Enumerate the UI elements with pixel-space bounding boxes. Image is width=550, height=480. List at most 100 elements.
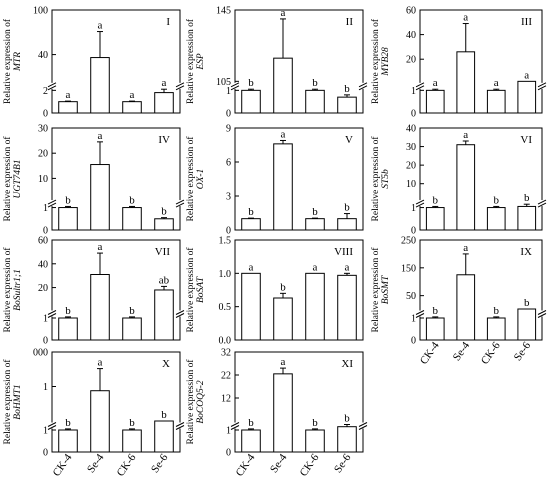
y-axis-label-gene: OX-1 (196, 169, 206, 190)
axis-break-gap (48, 422, 56, 429)
significance-label: a (313, 261, 318, 273)
axis-break-gap (176, 422, 184, 429)
significance-label: a (281, 356, 286, 368)
x-tick-label-group: Se-6 (149, 451, 171, 475)
panel-label: I (166, 16, 170, 28)
bar (90, 164, 110, 231)
significance-label: b (524, 192, 530, 204)
y-tick-label: 145 (216, 6, 231, 17)
axis-break-mark (358, 425, 368, 430)
significance-label: a (281, 7, 286, 19)
axis-break-gap (359, 82, 367, 89)
panel-label: IX (520, 246, 532, 258)
bar (425, 317, 445, 341)
bar (154, 218, 174, 231)
significance-label: a (98, 20, 103, 32)
axis-break-gap (176, 200, 184, 207)
significance-label: a (463, 129, 468, 141)
y-tick-label: 10 (38, 174, 48, 185)
axis-break-mark (358, 82, 368, 88)
significance-label: a (130, 89, 135, 101)
bar (122, 317, 142, 341)
significance-label: a (433, 77, 438, 89)
y-axis-label-gene: BoSultr1;1 (13, 269, 23, 311)
significance-label: a (345, 261, 350, 273)
axis-break-gap (538, 310, 546, 317)
panel-label: X (162, 358, 170, 370)
bar (273, 373, 293, 453)
y-axis-label-prefix: Relative expression of (185, 359, 196, 445)
significance-label: b (494, 194, 500, 206)
y-tick-label: 0 (43, 448, 48, 459)
significance-label: b (312, 206, 318, 218)
panel-V: 0 3 6 9 b a b b V Relative expression of OX-1 (185, 124, 364, 237)
y-tick-label: 1.5 (219, 236, 232, 247)
panel-VIII: 0.0 0.5 1.0 1.5 a b a a VIII Relative expression … (185, 236, 364, 347)
bar (241, 218, 261, 231)
axis-break-mark (537, 82, 547, 88)
y-tick-label: 150 (401, 263, 416, 274)
axis-break-mark (415, 199, 425, 205)
bar (486, 89, 506, 114)
significance-label: a (98, 130, 103, 142)
bar (241, 429, 261, 453)
plot-frame (234, 9, 364, 114)
axis-break-gap (231, 422, 239, 429)
axis-break-gap (359, 422, 367, 429)
significance-label: a (66, 89, 71, 101)
y-tick-label: 60 (406, 6, 416, 17)
significance-label: b (248, 417, 254, 429)
bar (486, 317, 506, 341)
significance-label: b (65, 417, 71, 429)
y-tick-label: 1 (226, 86, 231, 97)
panel-I: 0 2 40 100 a a a a I Relative expression of MTR (2, 6, 185, 120)
significance-label: b (65, 305, 71, 317)
axis-break-mark (47, 199, 57, 205)
y-tick-label: 0 (43, 336, 48, 347)
bar (58, 317, 78, 341)
y-tick-label: 0 (226, 109, 231, 120)
y-tick-label: 22 (221, 371, 231, 382)
x-tick-label-group: CK-4 (234, 451, 258, 478)
x-tick-label-group: CK-4 (51, 451, 75, 478)
bar (305, 89, 325, 114)
y-tick-label: 10 (406, 179, 416, 190)
y-tick-label: 0 (411, 109, 416, 120)
axis-break-gap (538, 82, 546, 89)
significance-label: b (280, 281, 286, 293)
panel-label: VIII (334, 246, 353, 258)
bar (154, 420, 174, 453)
y-tick-label: 20 (38, 149, 48, 160)
bar (154, 289, 174, 341)
bar (90, 390, 110, 453)
y-axis-label-prefix: Relative expression of (2, 359, 13, 445)
axis-break-mark (415, 85, 425, 91)
significance-label: b (129, 305, 135, 317)
y-axis-label-gene: ST5b (381, 169, 391, 189)
y-tick-label: 20 (38, 283, 48, 294)
y-axis-label: Relative expression of BoCOQ5-2 (185, 359, 206, 445)
axis-break-mark (230, 422, 240, 427)
axis-break-mark (230, 425, 240, 430)
significance-label: b (344, 413, 350, 425)
x-tick-label-group: CK-6 (115, 451, 139, 478)
panel-label: III (521, 16, 532, 28)
y-tick-label: 1 (43, 203, 48, 214)
y-axis-label-gene: BoSMT (381, 275, 391, 304)
axis-break-mark (175, 422, 185, 427)
axis-break-mark (47, 422, 57, 427)
y-axis-label-gene: BoCOQ5-2 (196, 380, 206, 424)
significance-label: b (248, 77, 254, 89)
y-tick-label: 60 (38, 236, 48, 247)
y-tick-label: 0.0 (219, 336, 232, 347)
bar (337, 274, 357, 341)
panel-VI: 0 1 10 20 30 40 b a b b VI Relative expression of ST… (370, 124, 547, 237)
y-tick-label: 20 (406, 161, 416, 172)
x-tick-label: Se-4 (85, 451, 107, 475)
x-tick-label: CK-6 (115, 451, 139, 478)
y-tick-label: 1 (43, 426, 48, 437)
significance-label: b (248, 206, 254, 218)
y-tick-label: 1 (411, 314, 416, 325)
y-axis-label-gene: BoHMT1 (13, 384, 23, 419)
y-axis-label-prefix: Relative expression of (185, 247, 196, 333)
